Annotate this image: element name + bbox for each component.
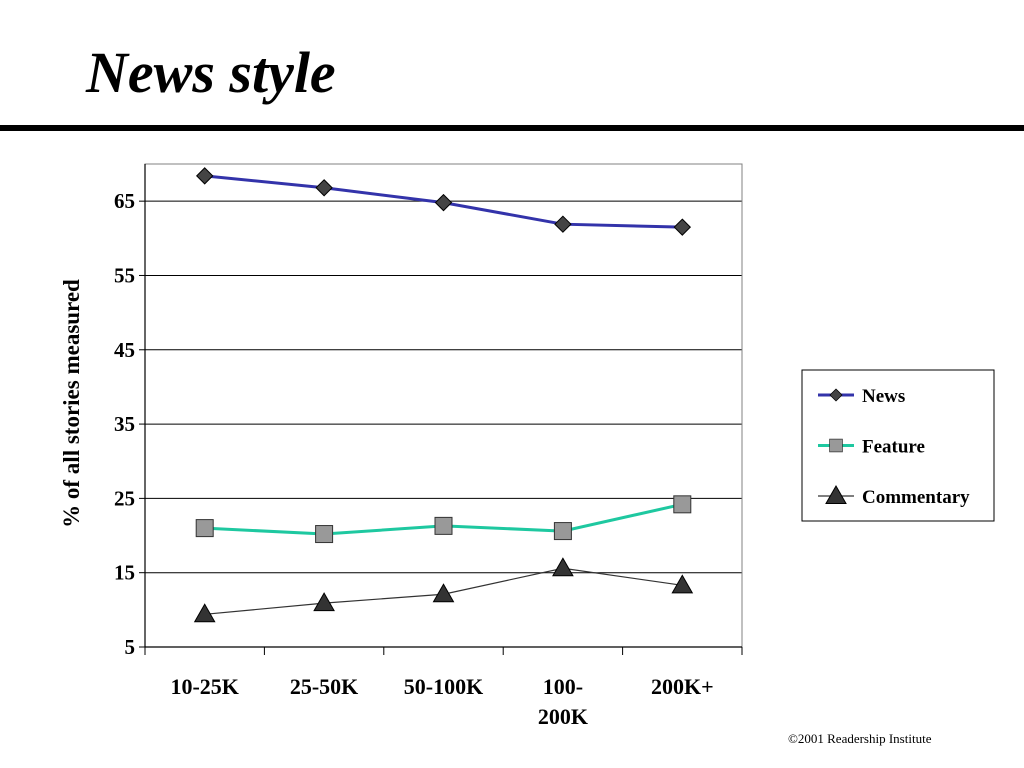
legend-label: Feature [862,437,925,458]
y-axis-label: % of all stories measured [59,279,84,528]
commentary-point [552,557,574,577]
legend-item-feature: Feature [818,437,925,458]
y-tick-label: 25 [114,486,135,510]
news-point [554,215,572,233]
legend: News Feature Commentary [801,369,995,522]
commentary-point [671,574,694,594]
y-tick-label: 35 [114,412,135,436]
commentary-point [313,592,335,612]
series-group [193,167,694,623]
x-tick-label: 50-100K [404,674,483,699]
feature-point [195,519,214,538]
y-tick-label: 15 [114,561,135,585]
commentary-point [193,603,216,623]
y-tick-label: 45 [114,338,135,362]
legend-item-commentary: Commentary [818,484,970,508]
x-tick-label: 200K [538,704,588,729]
legend-swatch-marker [829,388,843,402]
legend-label: News [862,386,905,407]
series-news [195,167,692,236]
legend-label: Commentary [862,487,970,508]
series-commentary [193,557,694,623]
series-feature [195,495,692,544]
y-tick-label: 65 [114,189,135,213]
x-tick-label: 200K+ [651,674,714,699]
legend-swatch-marker [825,484,847,504]
legend-item-news: News [818,386,905,407]
news-point [434,193,453,212]
legend-swatch-marker [829,438,843,453]
axes: 5 15 25 35 45 55 65 10-25K 25-50K 50-100K 100- 200K… [114,164,743,729]
commentary-point [432,583,455,603]
copyright-footer: ©2001 Readership Institute [788,731,932,746]
x-tick-label: 25-50K [290,674,358,699]
slide-title: News style [86,40,336,105]
feature-point [434,516,453,535]
plot-area [144,163,743,648]
feature-point [673,495,692,514]
news-point [195,167,214,185]
x-tick-label: 10-25K [170,674,238,699]
y-tick-label: 5 [125,635,136,659]
y-tick-label: 55 [114,263,135,287]
feature-point [553,522,572,541]
news-point [673,218,692,236]
news-point [315,179,333,197]
feature-point [315,525,334,544]
x-tick-label: 100- [543,674,583,699]
title-divider [0,125,1024,131]
